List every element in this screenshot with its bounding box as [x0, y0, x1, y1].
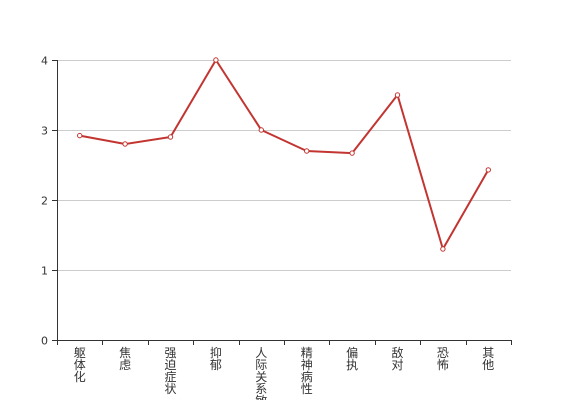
x-tick-label: 恐怖 [437, 346, 449, 372]
axes [57, 60, 511, 341]
x-tick-label: 偏执 [346, 345, 358, 372]
y-tick-label: 1 [41, 265, 48, 278]
x-tick-label: 躯体化 [74, 345, 86, 384]
x-tick-label: 焦虑 [119, 346, 131, 372]
series [77, 57, 491, 252]
x-tick-label: 人际关系敏感 [255, 346, 267, 400]
data-point [485, 167, 491, 173]
y-tick-labels: 0 1 2 3 4 [41, 55, 48, 348]
x-tick-label: 敌对 [391, 345, 403, 372]
data-point [258, 127, 264, 133]
x-tick-label: 抑郁 [210, 345, 222, 372]
x-tick-labels: 躯体化 焦虑 强迫症状 抑郁 人际关系敏感 精神病性 偏执 敌对 恐怖 其他 [74, 345, 495, 400]
y-tick-label: 0 [41, 335, 48, 348]
x-tick-label: 精神病性 [301, 346, 313, 396]
x-tick-label: 其他 [482, 346, 494, 372]
data-point [213, 57, 219, 63]
x-tick-label: 强迫症状 [164, 346, 176, 396]
y-tick-label: 3 [41, 125, 48, 138]
y-tick-label: 4 [41, 55, 48, 68]
y-tick-label: 2 [41, 195, 48, 208]
data-point [122, 141, 128, 147]
data-point [394, 92, 401, 98]
data-point [167, 134, 174, 140]
data-point [440, 246, 446, 252]
data-point [349, 150, 355, 156]
gridlines [52, 60, 512, 345]
series-line [79, 59, 490, 250]
data-point [77, 132, 83, 139]
data-point [304, 148, 310, 154]
